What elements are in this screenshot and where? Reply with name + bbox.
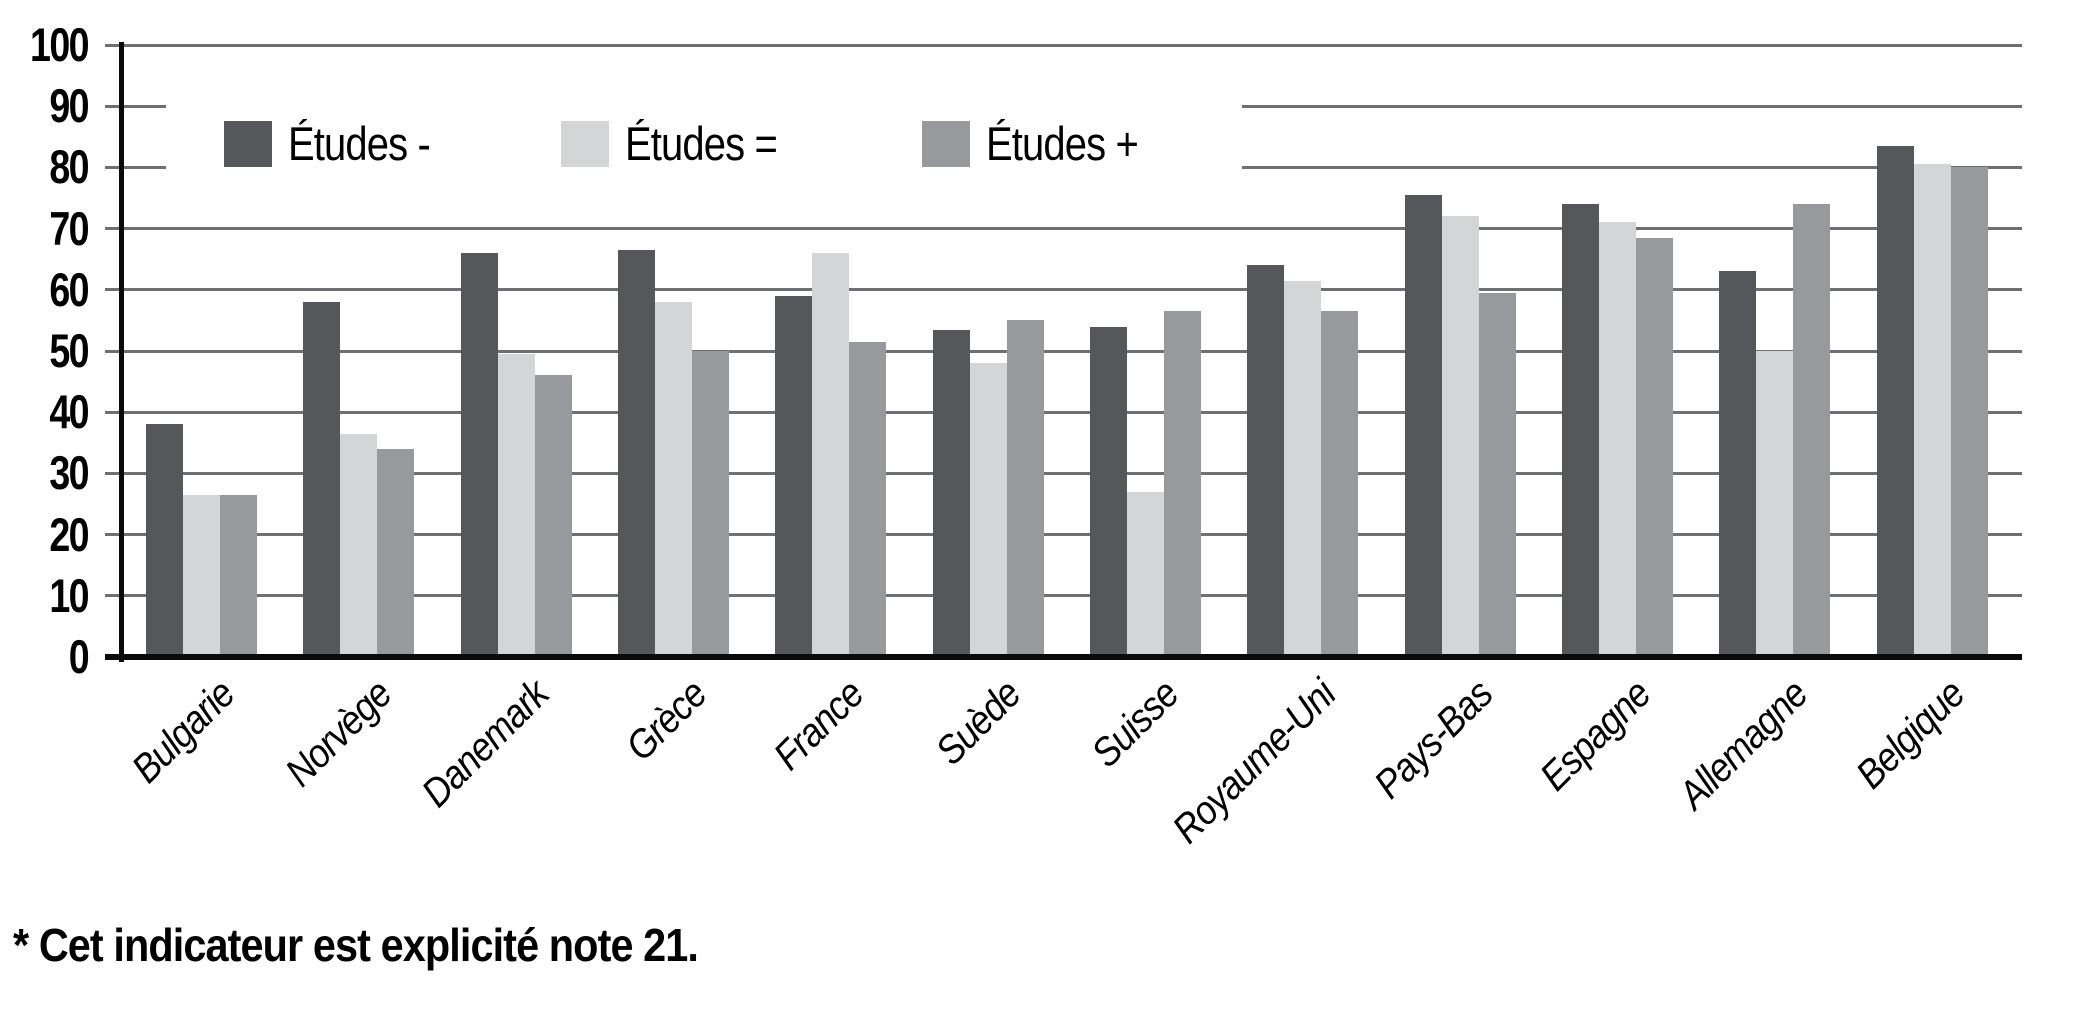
bar-France-Études + <box>849 341 887 657</box>
legend-label: Études - <box>288 117 431 170</box>
bar-Suède-Études - <box>932 329 970 657</box>
gridline-70 <box>105 227 2022 231</box>
bar-Danemark-Études - <box>460 253 498 657</box>
gridline-10 <box>105 594 2022 598</box>
bar-Espagne-Études - <box>1562 204 1600 657</box>
bar-Allemagne-Études = <box>1756 351 1794 657</box>
legend-swatch <box>224 120 272 167</box>
bar-group-Bulgarie <box>123 45 280 657</box>
bar-Espagne-Études + <box>1636 237 1674 657</box>
y-tick-label-20: 20 <box>49 507 89 561</box>
y-tick-label-10: 10 <box>49 568 89 622</box>
bar-Grèce-Études - <box>618 250 656 657</box>
legend-swatch <box>922 120 970 167</box>
bar-group-Belgique <box>1854 45 2011 657</box>
legend-item-Études +: Études + <box>922 116 1165 171</box>
y-tick-label-40: 40 <box>49 385 89 439</box>
footnote: * Cet indicateur est explicité note 21. <box>13 919 699 971</box>
legend-label: Études + <box>986 117 1139 170</box>
bar-Grèce-Études = <box>655 302 693 657</box>
bar-Norvège-Études = <box>340 433 378 657</box>
gridline-20 <box>105 533 2022 537</box>
y-tick-label-70: 70 <box>49 201 89 255</box>
bar-Allemagne-Études - <box>1719 271 1757 657</box>
y-tick-label-80: 80 <box>49 140 89 194</box>
bar-Belgique-Études + <box>1950 167 1988 657</box>
legend-item-Études -: Études - <box>224 116 455 171</box>
gridline-50 <box>105 349 2022 353</box>
bar-France-Études - <box>775 295 813 657</box>
legend-item-Études =: Études = <box>561 116 804 171</box>
bar-Belgique-Études = <box>1913 164 1951 657</box>
bar-Belgique-Études - <box>1876 145 1914 657</box>
bar-groups <box>123 45 2011 657</box>
y-axis-labels: 0 10 20 30 40 50 60 70 80 90 100 <box>0 0 90 700</box>
y-axis-line <box>119 42 124 662</box>
bar-group-Royaume-Uni <box>1224 45 1381 657</box>
bar-Suisse-Études + <box>1164 311 1202 657</box>
x-axis-line <box>105 654 2022 660</box>
bar-Danemark-Études + <box>534 375 572 657</box>
y-tick-label-50: 50 <box>49 324 89 377</box>
bar-Royaume-Uni-Études = <box>1284 280 1322 657</box>
bar-group-Danemark <box>438 45 595 657</box>
bar-group-Suède <box>910 45 1067 657</box>
bar-Royaume-Uni-Études - <box>1247 265 1285 657</box>
bar-Pays-Bas-Études = <box>1441 216 1479 657</box>
y-tick-label-100: 100 <box>30 18 90 71</box>
bar-Royaume-Uni-Études + <box>1321 311 1359 657</box>
legend-swatch <box>561 120 609 167</box>
bar-Suisse-Études - <box>1090 326 1128 657</box>
bar-group-Espagne <box>1539 45 1696 657</box>
bar-group-Pays-Bas <box>1382 45 1539 657</box>
gridline-40 <box>105 410 2022 414</box>
y-tick-label-90: 90 <box>49 79 89 133</box>
bar-Pays-Bas-Études - <box>1404 194 1442 657</box>
bar-group-Allemagne <box>1696 45 1853 657</box>
bar-Allemagne-Études + <box>1793 204 1831 657</box>
gridline-100 <box>105 43 2022 47</box>
gridline-30 <box>105 471 2022 475</box>
bar-Pays-Bas-Études + <box>1478 292 1516 657</box>
bar-group-Suisse <box>1067 45 1224 657</box>
legend-label: Études = <box>625 117 778 170</box>
bar-Bulgarie-Études = <box>183 494 221 657</box>
y-tick-label-60: 60 <box>49 262 89 316</box>
bar-Bulgarie-Études + <box>220 494 258 657</box>
y-tick-label-0: 0 <box>68 630 90 683</box>
bar-Danemark-Études = <box>497 354 535 657</box>
bar-Suède-Études = <box>969 363 1007 657</box>
bar-Norvège-Études + <box>377 448 415 657</box>
y-tick-label-30: 30 <box>49 446 89 500</box>
bar-France-Études = <box>812 253 850 657</box>
bar-group-France <box>752 45 909 657</box>
bar-Suède-Études + <box>1006 320 1044 657</box>
bar-group-Grèce <box>595 45 752 657</box>
bar-Bulgarie-Études - <box>146 424 184 657</box>
plot-area <box>105 42 2022 662</box>
legend: Études - Études = Études + <box>166 84 1242 179</box>
bar-Norvège-Études - <box>303 302 341 657</box>
bar-group-Norvège <box>280 45 437 657</box>
bar-Espagne-Études = <box>1599 222 1637 657</box>
bar-Grèce-Études + <box>692 351 730 657</box>
bar-Suisse-Études = <box>1127 491 1165 657</box>
gridline-60 <box>105 288 2022 292</box>
